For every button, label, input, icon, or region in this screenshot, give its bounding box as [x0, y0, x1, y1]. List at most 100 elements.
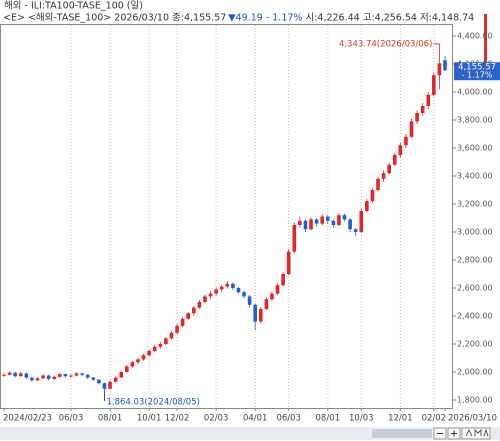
candle-body	[63, 374, 68, 377]
y-tick-label: 2,800.00	[457, 256, 493, 265]
plot-frame	[0, 24, 453, 409]
candle-body	[164, 338, 168, 344]
x-tick-label: 08/01	[98, 414, 123, 424]
y-tick-label: 4,000.00	[457, 88, 493, 97]
candle-body	[58, 374, 62, 377]
last-change: - 1.17%	[462, 71, 493, 80]
candle-body	[348, 219, 352, 230]
x-tick-label: 02/02	[422, 414, 447, 424]
candle-body	[353, 229, 358, 232]
y-tick-label: 3,200.00	[457, 200, 493, 209]
last-price-tag	[454, 62, 500, 81]
candle-body	[253, 304, 258, 322]
candle-body	[309, 219, 313, 230]
candle-body	[69, 375, 73, 377]
candle-body	[18, 373, 23, 377]
candle-body	[426, 94, 431, 106]
candle-body	[30, 377, 34, 381]
chart-title: 해외 - ILI:TA100-TASE_100 (일)	[4, 0, 143, 12]
candle-body	[80, 373, 84, 375]
candle-body	[404, 136, 408, 146]
candle-body	[443, 60, 447, 71]
candle-body	[136, 359, 140, 363]
candle-body	[152, 346, 157, 351]
y-tick-label: 4,400.00	[457, 32, 493, 41]
candle-body	[2, 374, 6, 376]
info-change: ▼49.19 - 1.17%	[228, 13, 302, 24]
candle-body	[420, 106, 425, 113]
candle-body	[169, 332, 174, 339]
candle-body	[286, 251, 291, 274]
x-tick-label: 06/03	[59, 414, 84, 424]
scroll-thumb[interactable]	[372, 429, 432, 438]
candle-body	[24, 373, 29, 378]
candle-body	[231, 283, 235, 288]
candle-body	[387, 164, 391, 174]
candle-body	[197, 302, 202, 308]
candle-body	[415, 113, 419, 122]
last-price: 4,155.57	[458, 63, 496, 73]
y-tick-label: 3,800.00	[457, 116, 493, 125]
candle-body	[108, 381, 112, 389]
candle-body	[370, 190, 375, 202]
candle-body	[376, 178, 380, 190]
candle-body	[85, 374, 90, 378]
candle-body	[342, 215, 347, 220]
y-tick-label: 2,000.00	[457, 368, 493, 377]
y-tick-label: 2,200.00	[457, 340, 493, 349]
candle-body	[130, 362, 135, 367]
y-tick-label: 3,600.00	[457, 144, 493, 153]
candle-body	[46, 375, 51, 379]
candle-body	[35, 378, 40, 381]
candle-body	[7, 372, 12, 375]
candle-body	[74, 373, 79, 376]
candle-body	[409, 121, 414, 137]
x-tick-label: 12/02	[165, 414, 190, 424]
x-tick-label: 10/01	[137, 414, 162, 424]
candle-body	[186, 313, 191, 319]
candle-body	[325, 216, 330, 221]
x-tick-label: 2024/02/23	[3, 414, 52, 424]
annotation: 1,864.03(2024/08/05)	[106, 398, 199, 408]
candle-body	[180, 318, 185, 326]
candle-body	[398, 145, 403, 155]
candle-body	[13, 372, 17, 377]
x-tick-label: 04/01	[243, 414, 268, 424]
button-icons	[437, 430, 457, 437]
x-tick-label: 08/01	[316, 414, 341, 424]
candle-body	[314, 219, 319, 224]
candle-body	[41, 375, 45, 379]
candle-body	[225, 283, 230, 287]
candle-body	[337, 215, 341, 225]
x-tick-label: 2026/03/10	[448, 414, 497, 424]
candle-body	[214, 289, 218, 294]
candle-body	[298, 220, 302, 225]
x-tick-label: 10/03	[349, 414, 374, 424]
candle-body	[102, 383, 107, 389]
scrollbar	[0, 427, 500, 440]
candle-body	[320, 216, 324, 224]
x-tick-label: 02/03	[204, 414, 229, 424]
x-tick-label: 12/01	[388, 414, 413, 424]
candle-body	[365, 201, 369, 211]
candle-body	[119, 372, 124, 378]
max-button[interactable]	[461, 427, 491, 440]
max-icon	[465, 428, 489, 437]
candle-body	[141, 355, 146, 360]
y-tick-label: 1,800.00	[457, 396, 493, 405]
candle-body	[381, 173, 386, 179]
candle-body	[392, 155, 397, 165]
candle-body	[432, 75, 436, 95]
candle-body	[113, 377, 118, 382]
candle-body	[219, 286, 224, 290]
candle-body	[331, 220, 336, 225]
candle-body	[275, 285, 280, 294]
y-tick-label: 2,600.00	[457, 284, 493, 293]
candle-body	[247, 296, 252, 305]
candle-body	[158, 344, 163, 347]
candle-body	[242, 292, 246, 297]
candle-body	[303, 220, 308, 230]
